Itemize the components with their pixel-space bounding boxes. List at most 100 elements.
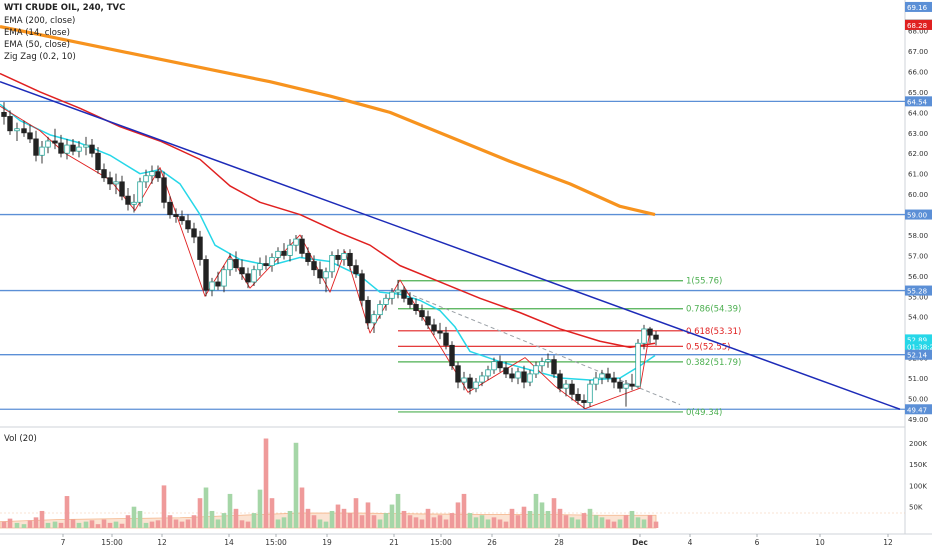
volume-bar [455,502,461,528]
price-tick-label: 60.00 [908,191,928,199]
legend-ema14[interactable]: EMA (14, close) [4,28,70,38]
candle-down [215,281,221,287]
price-tick-label: 68.00 [908,28,928,36]
volume-bar [161,485,167,528]
candle-down [521,371,527,383]
candle-down [173,214,179,217]
volume-tick-label: 50K [909,504,923,512]
volume-bar [593,515,599,528]
volume-bar [89,520,95,528]
volume-bar [14,522,20,528]
candle-up [515,371,521,379]
candle-down [155,171,161,179]
price-axis[interactable]: 49.0050.0051.0052.0053.0054.0055.0056.00… [905,1,932,424]
volume-bar [52,521,58,528]
volume-bar [209,510,215,528]
volume-bar [587,508,593,528]
candle-down [311,261,317,271]
volume-bar [425,508,431,528]
fib-level-label: 0(49.34) [686,408,722,418]
volume-bar [581,513,587,528]
horizontal-levels [0,100,905,410]
candle-up [14,128,20,132]
volume-bar [401,510,407,528]
candle-down [575,393,581,401]
volume-bar [479,515,485,528]
candle-down [179,216,185,222]
volume-bar [413,517,419,528]
volume-legend[interactable]: Vol (20) [4,434,37,444]
price-label-text: 69.16 [907,4,928,12]
volume-bar [617,519,623,528]
candle-up [383,297,389,305]
candle-up [635,342,641,387]
candle-up [587,383,593,403]
volume-bar [281,517,287,528]
candle-down [27,132,33,140]
candle-down [185,220,191,230]
volume-bar [437,515,443,528]
candle-up [533,365,539,375]
candle-down [245,273,251,283]
price-label-text: 52.89 [907,336,927,344]
volume-bar [575,519,581,528]
volume-bar [551,498,557,528]
volume-bar [293,442,299,528]
volume-bar [545,510,551,528]
legend-ema50[interactable]: EMA (50, close) [4,40,70,50]
candle-up [39,146,45,156]
volume-bar [467,513,473,528]
legend-ema200[interactable]: EMA (200, close) [4,16,76,26]
candle-up [251,269,257,283]
volume-bar [33,517,39,528]
volume-bar [647,515,653,528]
volume-bar [27,520,33,528]
time-tick-label: 26 [487,538,497,547]
volume-bar [449,513,455,528]
symbol-title[interactable]: WTI CRUDE OIL, 240, TVC [4,3,126,13]
volume-bar [227,493,233,528]
legend-zigzag[interactable]: Zig Zag (0.2, 10) [4,52,76,62]
candle-down [263,263,269,267]
volume-bar [305,508,311,528]
candle-up [371,314,377,324]
time-axis[interactable]: 7 15:00 12 14 15:00 19 21 15:00 26 28 Dec 4 6 10 12 [61,534,893,547]
fib-level-label: 1(55.76) [686,277,722,287]
price-tick-label: 64.00 [908,109,928,117]
volume-bar [191,515,197,528]
candle-down [119,181,125,197]
time-tick-label: Dec [632,538,648,547]
volume-bar [1,521,7,528]
candle-up [491,361,497,371]
price-label-box [905,285,932,296]
candle-down [407,297,413,305]
time-tick-label: 6 [755,538,760,547]
volume-bar [599,517,605,528]
volume-bar [119,523,125,528]
grid [0,0,932,535]
volume-bar [21,524,27,528]
candle-down [58,142,64,154]
candle-down [581,400,587,403]
candle-up [545,359,551,363]
candle-up [149,171,155,177]
candle-down [401,289,407,299]
candle-down [503,367,509,375]
price-label-text: 59.00 [907,212,927,220]
candle-up [131,201,137,205]
candle-down [347,252,353,267]
candle-up [389,291,395,299]
volume-bar [95,524,101,528]
candle-down [455,365,461,383]
candle-down [467,377,473,389]
candle-up [83,144,89,148]
candle-up [64,144,70,154]
volume-bar [107,522,113,528]
candle-down [21,128,27,134]
candle-down [203,259,209,291]
volume-bar [473,517,479,528]
candle-down [167,201,173,215]
candle-down [437,330,443,334]
candle-up [341,252,347,260]
